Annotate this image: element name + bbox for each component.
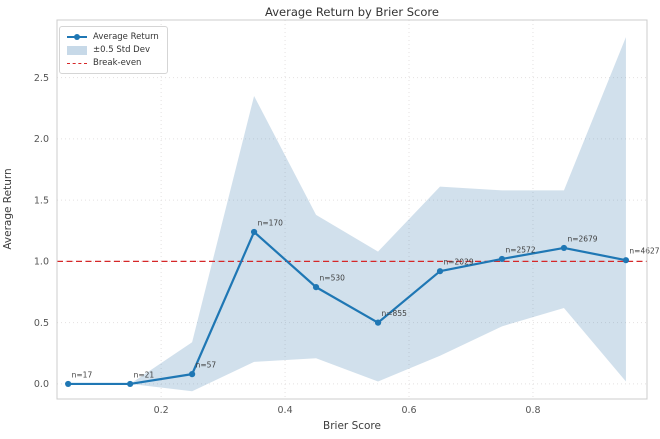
legend: Average Return ±0.5 Std Dev Break-even xyxy=(59,26,168,74)
point-annotation: n=855 xyxy=(382,309,408,318)
data-point-marker xyxy=(498,255,506,263)
x-tick-label: 0.8 xyxy=(525,405,540,416)
point-annotation: n=2029 xyxy=(444,258,474,267)
data-point-marker xyxy=(250,228,258,236)
y-tick-label: 0.0 xyxy=(34,379,49,390)
point-annotation: n=57 xyxy=(196,361,217,370)
data-point-marker xyxy=(189,371,196,378)
y-axis-label: Average Return xyxy=(2,168,14,250)
data-point-marker xyxy=(436,268,444,275)
legend-item-std-dev: ±0.5 Std Dev xyxy=(67,45,159,55)
point-annotation: n=21 xyxy=(134,370,155,379)
dashed-line-swatch-icon xyxy=(67,62,87,64)
point-annotation: n=170 xyxy=(258,218,284,227)
legend-label: Average Return xyxy=(93,32,159,42)
legend-item-average-return: Average Return xyxy=(67,32,159,42)
x-tick-label: 0.2 xyxy=(154,405,169,416)
point-annotation: n=4627 xyxy=(629,247,659,256)
x-tick-label: 0.4 xyxy=(278,405,293,416)
point-annotation: n=17 xyxy=(72,370,93,379)
legend-item-break-even: Break-even xyxy=(67,58,159,68)
y-tick-label: 1.5 xyxy=(34,195,49,206)
data-point-marker xyxy=(560,244,568,252)
data-point-marker xyxy=(65,380,72,388)
band-patch-swatch-icon xyxy=(67,45,87,55)
line-marker-swatch-icon xyxy=(67,34,87,40)
plot-border xyxy=(56,19,648,400)
x-tick-label: 0.6 xyxy=(401,405,416,416)
data-point-marker xyxy=(312,284,320,291)
data-point-marker xyxy=(127,380,134,388)
y-tick-label: 0.5 xyxy=(34,318,49,329)
chart-title: Average Return by Brier Score xyxy=(265,5,439,19)
y-tick-label: 2.5 xyxy=(34,73,49,84)
std-dev-band xyxy=(68,37,626,392)
average-return-line xyxy=(67,230,628,386)
legend-label: Break-even xyxy=(93,58,142,68)
data-point-marker xyxy=(622,257,630,264)
point-annotation: n=530 xyxy=(320,274,346,283)
point-annotation: n=2679 xyxy=(567,234,597,243)
x-axis-label: Brier Score xyxy=(323,420,381,432)
legend-label: ±0.5 Std Dev xyxy=(93,45,150,55)
data-point-marker xyxy=(374,319,382,326)
y-tick-label: 1.0 xyxy=(34,257,49,268)
point-annotation: n=2572 xyxy=(505,245,535,254)
y-tick-label: 2.0 xyxy=(34,134,49,145)
